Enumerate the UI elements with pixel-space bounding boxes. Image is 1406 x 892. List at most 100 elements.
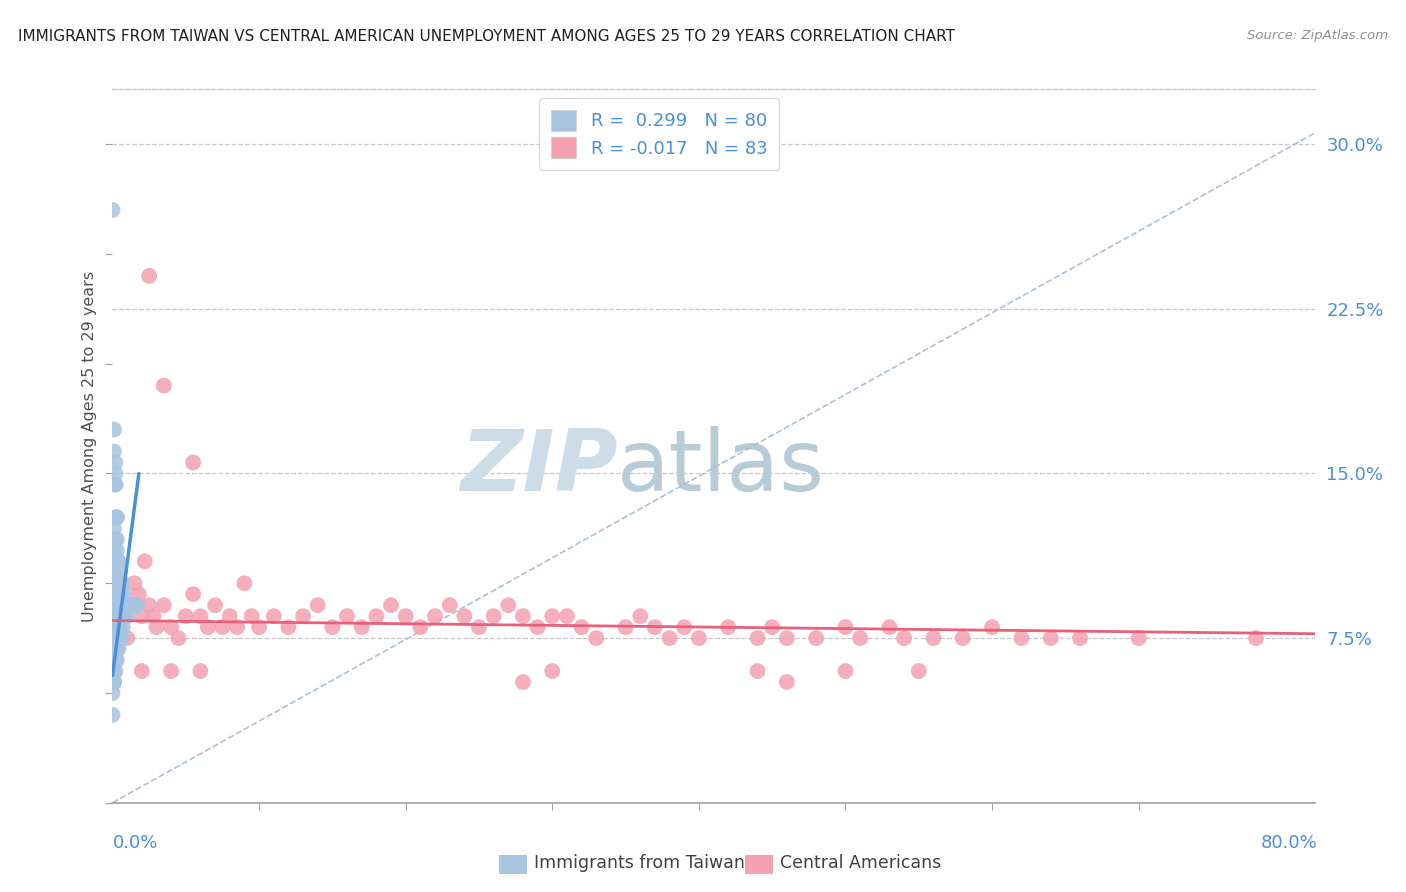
Point bbox=[103, 598, 125, 612]
Point bbox=[240, 609, 263, 624]
Point bbox=[439, 598, 461, 612]
Point bbox=[104, 467, 127, 481]
Point bbox=[101, 664, 124, 678]
Point bbox=[103, 423, 125, 437]
Point bbox=[233, 576, 256, 591]
Point bbox=[247, 620, 270, 634]
Point bbox=[138, 268, 160, 283]
Point bbox=[112, 609, 135, 624]
Point bbox=[103, 664, 125, 678]
Point bbox=[468, 620, 491, 634]
Point bbox=[104, 477, 127, 491]
Point bbox=[128, 587, 150, 601]
Point bbox=[380, 598, 402, 612]
Point bbox=[120, 598, 142, 612]
Text: ZIP: ZIP bbox=[460, 425, 617, 509]
Point bbox=[152, 378, 174, 392]
Point bbox=[167, 631, 190, 645]
Point bbox=[111, 576, 134, 591]
Point bbox=[112, 609, 135, 624]
Point bbox=[321, 620, 343, 634]
Text: Central Americans: Central Americans bbox=[780, 855, 942, 872]
Point bbox=[107, 620, 129, 634]
Point bbox=[981, 620, 1004, 634]
Point bbox=[1010, 631, 1032, 645]
Point bbox=[103, 609, 125, 624]
Point bbox=[104, 477, 127, 491]
Point bbox=[107, 598, 129, 612]
Point bbox=[658, 631, 681, 645]
Point bbox=[526, 620, 548, 634]
Point bbox=[104, 510, 127, 524]
Point bbox=[115, 631, 138, 645]
Point bbox=[110, 631, 132, 645]
Point bbox=[103, 675, 125, 690]
Point bbox=[103, 587, 125, 601]
Point bbox=[226, 620, 249, 634]
Point bbox=[512, 675, 534, 690]
Point bbox=[111, 620, 134, 634]
Point bbox=[125, 598, 148, 612]
Point bbox=[644, 620, 666, 634]
Point bbox=[120, 598, 142, 612]
Point bbox=[776, 675, 799, 690]
Point bbox=[110, 609, 132, 624]
Point bbox=[1244, 631, 1267, 645]
Point bbox=[114, 609, 136, 624]
Point bbox=[366, 609, 388, 624]
Point bbox=[834, 620, 856, 634]
Point bbox=[1069, 631, 1091, 645]
Point bbox=[190, 609, 212, 624]
Point bbox=[922, 631, 945, 645]
Text: atlas: atlas bbox=[617, 425, 825, 509]
Point bbox=[110, 587, 132, 601]
Point bbox=[131, 609, 153, 624]
Point bbox=[103, 631, 125, 645]
Point bbox=[804, 631, 827, 645]
Point bbox=[105, 543, 128, 558]
Point bbox=[160, 620, 183, 634]
Point bbox=[104, 653, 127, 667]
Point bbox=[103, 642, 125, 657]
Point bbox=[103, 675, 125, 690]
Point bbox=[122, 598, 145, 612]
Point bbox=[105, 653, 128, 667]
Point bbox=[104, 609, 127, 624]
Point bbox=[211, 620, 233, 634]
Point bbox=[104, 533, 127, 547]
Point bbox=[115, 609, 138, 624]
Point bbox=[952, 631, 974, 645]
Point bbox=[103, 664, 125, 678]
Point bbox=[747, 664, 769, 678]
Point bbox=[110, 609, 132, 624]
Point bbox=[585, 631, 607, 645]
Point bbox=[849, 631, 872, 645]
Point bbox=[190, 664, 212, 678]
Point bbox=[108, 631, 131, 645]
Point bbox=[1128, 631, 1150, 645]
Point bbox=[879, 620, 901, 634]
Point bbox=[131, 664, 153, 678]
Point bbox=[142, 609, 165, 624]
Point bbox=[761, 620, 783, 634]
Point bbox=[103, 566, 125, 580]
Point bbox=[121, 598, 143, 612]
Point bbox=[541, 664, 564, 678]
Point bbox=[107, 576, 129, 591]
Point bbox=[104, 631, 127, 645]
Point bbox=[103, 620, 125, 634]
Point bbox=[107, 554, 129, 568]
Point bbox=[104, 642, 127, 657]
Point bbox=[105, 510, 128, 524]
Point bbox=[111, 598, 134, 612]
Point bbox=[512, 609, 534, 624]
Point bbox=[105, 642, 128, 657]
Point bbox=[124, 576, 146, 591]
Point bbox=[108, 620, 131, 634]
Point bbox=[204, 598, 226, 612]
Point bbox=[105, 533, 128, 547]
Point bbox=[218, 609, 240, 624]
Point bbox=[138, 598, 160, 612]
Point bbox=[108, 587, 131, 601]
Point bbox=[117, 598, 139, 612]
